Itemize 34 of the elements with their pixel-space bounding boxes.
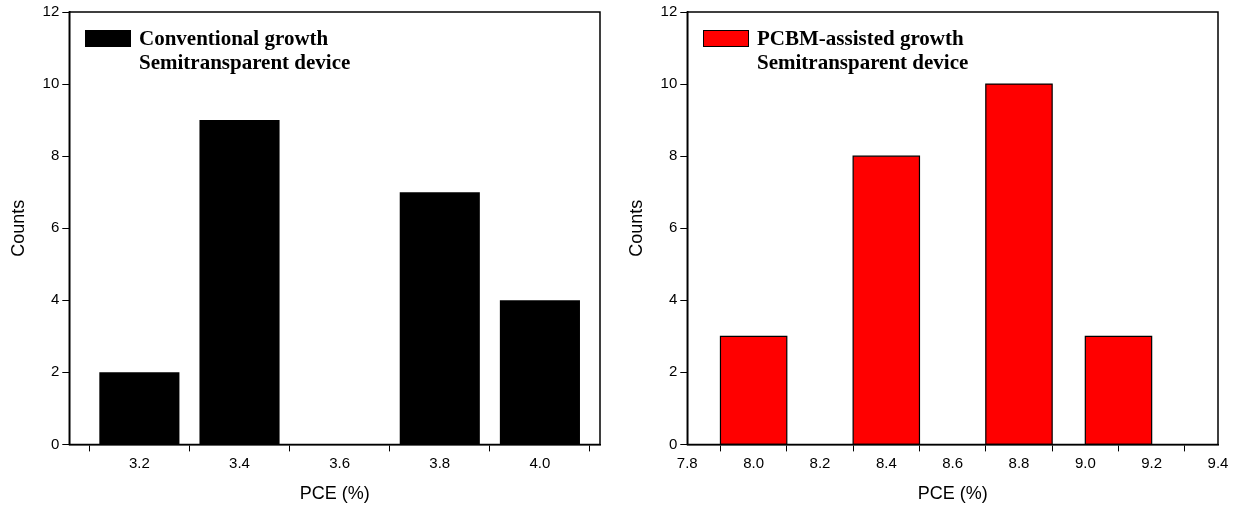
x-tick-label: 4.0	[529, 453, 551, 471]
legend-label: PCBM-assisted growth Semitransparent device	[757, 26, 969, 74]
x-tick-label: 8.6	[942, 453, 964, 471]
x-axis-title: PCE (%)	[917, 483, 988, 504]
x-tick-label: 3.4	[229, 453, 250, 471]
y-tick-label: 10	[660, 74, 678, 92]
x-tick-label: 8.4	[875, 453, 897, 471]
x-tick-label: 7.8	[676, 453, 698, 471]
x-tick-label: 9.2	[1141, 453, 1163, 471]
y-tick-label: 12	[42, 2, 60, 20]
y-tick-label: 2	[50, 362, 60, 380]
x-tick-label: 8.8	[1008, 453, 1030, 471]
y-tick-label: 0	[668, 434, 678, 452]
x-axis-title: PCE (%)	[299, 483, 370, 504]
x-tick-label: 8.0	[743, 453, 765, 471]
x-tick-label: 9.4	[1207, 453, 1229, 471]
legend-label: Conventional growth Semitransparent device	[139, 26, 351, 74]
y-tick-label: 0	[50, 434, 60, 452]
y-tick-label: 10	[42, 74, 60, 92]
x-tick-label: 3.8	[429, 453, 451, 471]
y-axis-title: Counts	[625, 199, 646, 257]
y-axis-title: Counts	[7, 199, 28, 257]
x-tick-label: 3.2	[128, 453, 150, 471]
x-tick-label: 3.6	[329, 453, 351, 471]
y-tick-label: 8	[668, 146, 678, 164]
x-tick-label: 9.0	[1074, 453, 1096, 471]
y-tick-label: 8	[50, 146, 60, 164]
y-tick-label: 4	[50, 290, 60, 308]
y-tick-label: 6	[668, 218, 678, 236]
x-tick-label: 8.2	[809, 453, 831, 471]
y-tick-label: 4	[668, 290, 678, 308]
y-tick-label: 2	[668, 362, 678, 380]
y-tick-label: 12	[660, 2, 678, 20]
y-tick-label: 6	[50, 218, 60, 236]
